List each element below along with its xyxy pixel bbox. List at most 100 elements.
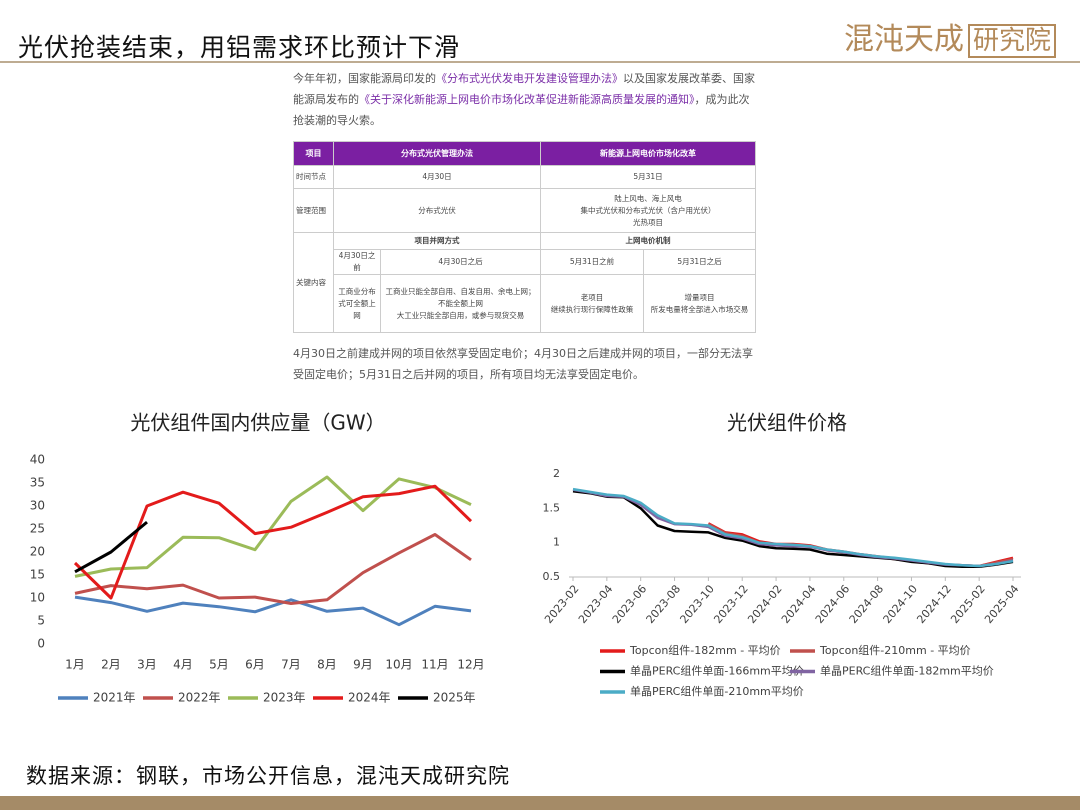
x-tick-label: 7月 (281, 658, 301, 672)
legend-label: 2022年 (178, 691, 221, 705)
policy-table: 项目 分布式光伏管理办法 新能源上网电价市场化改革 时间节点 4月30日 5月31日 管… (293, 141, 756, 333)
y-tick-label: 15 (30, 568, 45, 582)
x-tick-label: 2024-08 (847, 583, 887, 627)
x-tick-label: 2024-10 (881, 583, 921, 627)
intro: 今年年初，国家能源局印发的《分布式光伏发电开发建设管理办法》以及国家发展改革委、… (293, 68, 759, 131)
y-tick-label: 0 (37, 637, 45, 651)
footer-band (0, 796, 1080, 810)
cell-line: 光热项目 (633, 217, 663, 227)
legend-label: 单晶PERC组件单面-210mm平均价 (630, 684, 804, 698)
y-tick-label: 2 (553, 467, 560, 480)
table-header: 分布式光伏管理办法 (333, 141, 541, 166)
legend-label: Topcon组件-182mm - 平均价 (629, 643, 781, 657)
x-tick-label: 6月 (245, 658, 265, 672)
subcol: 4月30日之前 (333, 249, 381, 275)
cell: 4月30日 (333, 165, 541, 189)
row-label: 时间节点 (293, 165, 334, 189)
y-tick-label: 5 (37, 614, 45, 628)
x-tick-label: 3月 (137, 658, 157, 672)
y-tick-label: 0.5 (543, 570, 561, 583)
x-tick-label: 11月 (421, 658, 448, 672)
y-tick-label: 20 (30, 545, 45, 559)
x-tick-label: 2023-10 (677, 583, 717, 627)
cell-line: 大工业只能全部自用，或参与现货交易 (396, 310, 525, 320)
legend-label: Topcon组件-210mm - 平均价 (819, 643, 971, 657)
legend-label: 单晶PERC组件单面-182mm平均价 (820, 664, 994, 678)
subhead: 项目并网方式 (333, 232, 541, 250)
x-tick-label: 2024-06 (813, 583, 853, 627)
row-label: 管理范围 (293, 188, 334, 233)
cell: 工商业分布式可全额上网 (333, 274, 381, 333)
intro-text: 今年年初，国家能源局印发的 (293, 72, 436, 85)
logo-text: 混沌天成 (843, 22, 964, 57)
y-tick-label: 25 (30, 522, 45, 536)
cell-line: 工商业只能全部自用、自发自用、余电上网；不能全额上网 (385, 286, 536, 308)
legend-label: 2024年 (348, 691, 391, 705)
x-tick-label: 2025-02 (948, 583, 988, 627)
intro-highlight: 《分布式光伏发电开发建设管理办法》 (436, 72, 623, 85)
source: 数据来源：钢联，市场公开信息，混沌天成研究院 (26, 764, 510, 788)
x-tick-label: 2024-04 (779, 583, 819, 627)
cell-line: 工商业分布式可全额上网 (338, 286, 376, 320)
intro-highlight: 《关于深化新能源上网电价市场化改革促进新能源高质量发展的通知》 (359, 93, 695, 106)
x-tick-label: 2月 (101, 658, 121, 672)
cell: 工商业只能全部自用、自发自用、余电上网；不能全额上网大工业只能全部自用，或参与现… (380, 274, 541, 333)
table-header: 新能源上网电价市场化改革 (540, 141, 756, 166)
y-tick-label: 10 (30, 591, 45, 605)
x-tick-label: 9月 (353, 658, 373, 672)
y-tick-label: 40 (30, 453, 45, 467)
y-tick-label: 30 (30, 499, 45, 513)
cell-line: 集中式光伏和分布式光伏（含户用光伏） (580, 205, 716, 215)
chart-title: 光伏组件价格 (727, 411, 847, 435)
legend-label: 2023年 (263, 691, 306, 705)
logo: 混沌天成 研究院 (844, 14, 1056, 58)
series-line (74, 475, 472, 578)
legend-label: 单晶PERC组件单面-166mm平均价 (630, 664, 804, 678)
series-line (74, 520, 148, 574)
x-tick-label: 2023-08 (644, 583, 684, 627)
series-line (73, 484, 473, 600)
subhead: 上网电价机制 (540, 232, 756, 250)
note: 4月30日之前建成并网的项目依然享受固定电价；4月30日之后建成并网的项目，一部… (293, 347, 753, 381)
subcol: 5月31日之前 (540, 249, 644, 275)
subcol: 5月31日之后 (643, 249, 756, 275)
cell: 老项目继续执行现行保障性政策 (540, 274, 644, 333)
subcol: 4月30日之后 (380, 249, 541, 275)
x-tick-label: 2024-12 (914, 583, 954, 627)
slide-title: 光伏抢装结束，用铝需求环比预计下滑 (18, 33, 461, 62)
x-tick-label: 2023-04 (576, 583, 616, 627)
x-tick-label: 8月 (317, 658, 337, 672)
cell-line: 陆上风电、海上风电 (614, 193, 682, 203)
cell: 陆上风电、海上风电集中式光伏和分布式光伏（含户用光伏） 光热项目 (540, 188, 756, 233)
logo-box: 研究院 (967, 24, 1056, 58)
cell-line: 增量项目 (684, 292, 715, 302)
cell: 5月31日 (540, 165, 756, 189)
chart-title: 光伏组件国内供应量（GW） (130, 411, 385, 435)
series-line (74, 533, 472, 605)
cell-line: 老项目 (580, 292, 604, 302)
series-line (572, 487, 1014, 568)
cell: 增量项目所发电量将全部进入市场交易 (643, 274, 756, 333)
x-tick-label: 2023-02 (542, 583, 582, 627)
x-tick-label: 2023-06 (610, 583, 650, 627)
cell: 分布式光伏 (333, 188, 541, 233)
cell-line: 所发电量将全部进入市场交易 (650, 304, 749, 314)
x-tick-label: 2025-04 (982, 583, 1022, 627)
x-tick-label: 1月 (65, 658, 85, 672)
intro-text: 以及国家发展改革委、国家能源局发布的 (293, 72, 755, 106)
y-tick-label: 1.5 (543, 501, 561, 514)
legend-label: 2021年 (93, 691, 136, 705)
table-header: 项目 (293, 141, 334, 166)
y-tick-label: 1 (553, 536, 560, 549)
series-line (74, 595, 472, 627)
y-tick-label: 35 (30, 476, 45, 490)
x-tick-label: 2023-12 (711, 583, 751, 627)
intro-text: ，成为此次抢装潮的导火索。 (293, 93, 750, 127)
x-tick-label: 12月 (457, 658, 484, 672)
x-tick-label: 10月 (385, 658, 412, 672)
x-tick-label: 4月 (173, 658, 193, 672)
row-label: 关键内容 (293, 232, 334, 333)
cell-line: 继续执行现行保障性政策 (550, 304, 634, 314)
